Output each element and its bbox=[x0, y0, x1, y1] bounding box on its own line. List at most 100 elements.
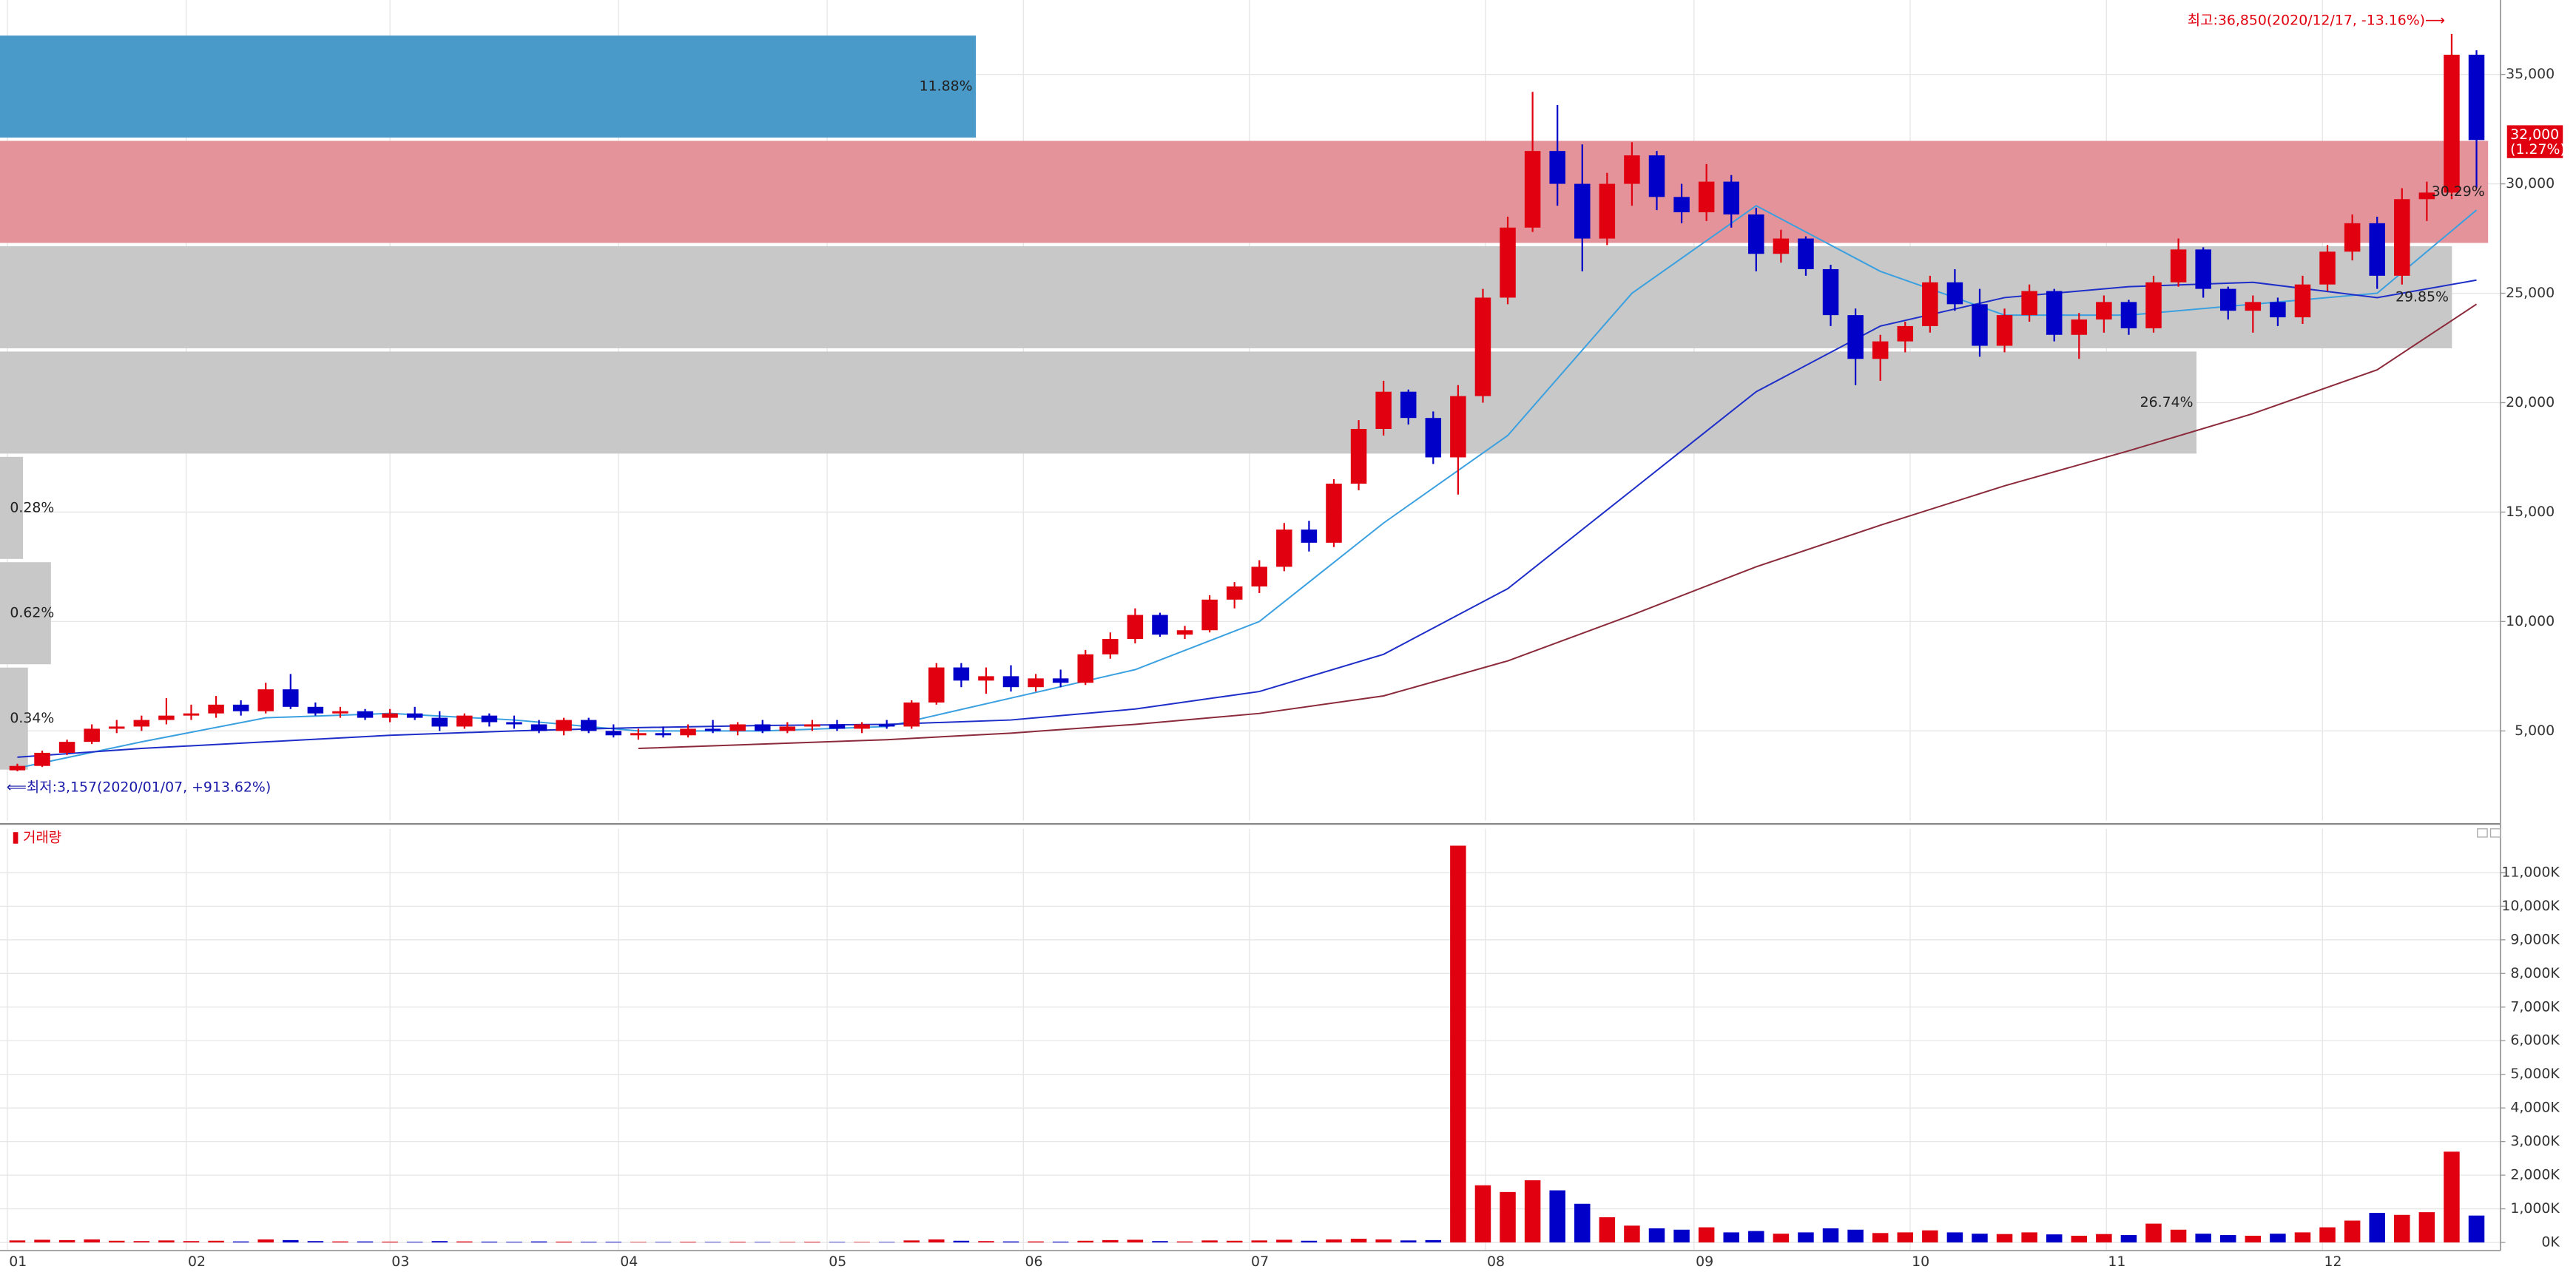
candle-body bbox=[109, 726, 125, 729]
low-annotation: ⟸최저:3,157(2020/01/07, +913.62%) bbox=[7, 779, 271, 796]
candle-body bbox=[1028, 678, 1044, 688]
candle-body bbox=[2046, 291, 2063, 335]
candle-body bbox=[978, 676, 994, 681]
candle-body bbox=[729, 724, 746, 731]
last-change: (1.27%) bbox=[2510, 141, 2566, 158]
candle-body bbox=[158, 715, 175, 720]
candle-body bbox=[704, 728, 721, 731]
candle-body bbox=[1946, 282, 1963, 305]
candle-body bbox=[754, 724, 771, 731]
volume-bar bbox=[953, 1240, 970, 1243]
candle-body bbox=[680, 728, 696, 736]
candle-body bbox=[1176, 630, 1193, 635]
volume-bar bbox=[1549, 1190, 1565, 1243]
profile-bar bbox=[0, 667, 28, 770]
volume-bar bbox=[2245, 1235, 2262, 1243]
last-price-box bbox=[2506, 125, 2563, 158]
labels: 01 02 03 04 05 06 07 08 09 10 11 12 5,000 10,000 15,00… bbox=[7, 13, 2566, 1271]
high-annotation: 최고:36,850(2020/12/17, -13.16%)⟶ bbox=[2188, 13, 2445, 29]
volume-bar bbox=[183, 1241, 200, 1243]
candle-body bbox=[2294, 284, 2311, 318]
volume-bar bbox=[283, 1239, 299, 1243]
candles bbox=[9, 33, 2485, 771]
candle-body bbox=[1425, 418, 1442, 458]
candle-body bbox=[1748, 214, 1764, 254]
volume-bar bbox=[1400, 1240, 1417, 1243]
candle-body bbox=[332, 711, 348, 714]
ma-line bbox=[17, 279, 2477, 758]
volume-bar bbox=[2071, 1235, 2088, 1243]
volume-bar bbox=[1127, 1239, 1144, 1243]
y-tick-label: 25,000 bbox=[2506, 285, 2555, 301]
y-tick-label: 5,000 bbox=[2515, 723, 2555, 739]
volume-bar bbox=[978, 1241, 994, 1243]
candle-body bbox=[283, 689, 299, 707]
candle-body bbox=[2418, 192, 2435, 200]
candle-body bbox=[133, 720, 150, 727]
volume-bar bbox=[2220, 1235, 2236, 1243]
volume-bar bbox=[9, 1240, 26, 1243]
volume-bar bbox=[1872, 1233, 1889, 1243]
volume-bar bbox=[2046, 1234, 2063, 1243]
candle-body bbox=[431, 717, 448, 727]
volume-bar bbox=[1276, 1239, 1292, 1243]
candle-body bbox=[829, 724, 846, 729]
y-tick-label: 5,000K bbox=[2510, 1066, 2560, 1082]
y-tick-label: 3,000K bbox=[2510, 1133, 2560, 1149]
x-tick-label: 11 bbox=[2108, 1254, 2125, 1270]
candle-body bbox=[2319, 251, 2336, 285]
candle-body bbox=[1872, 341, 1889, 359]
candle-body bbox=[2344, 223, 2361, 252]
volume-bar bbox=[1574, 1203, 1591, 1243]
profile-bar bbox=[0, 35, 977, 138]
volume-bar bbox=[1723, 1232, 1739, 1243]
y-tick-label: 30,000 bbox=[2506, 175, 2555, 192]
volume-bar bbox=[2096, 1234, 2112, 1243]
candle-body bbox=[953, 667, 970, 681]
y-tick-label: 11,000K bbox=[2501, 864, 2560, 880]
x-tick-label: 04 bbox=[620, 1254, 638, 1270]
profile-label: 30.29% bbox=[2432, 183, 2485, 200]
y-tick-label: 9,000K bbox=[2510, 931, 2560, 947]
volume-bar bbox=[928, 1239, 945, 1243]
volume-bar bbox=[58, 1239, 75, 1243]
candle-body bbox=[1127, 615, 1144, 640]
volume-bar bbox=[1599, 1217, 1616, 1243]
y-tick-label: 15,000 bbox=[2506, 504, 2555, 520]
last-price: 32,000 bbox=[2510, 126, 2559, 143]
candle-body bbox=[1773, 238, 1790, 254]
candle-body bbox=[878, 724, 895, 727]
candle-body bbox=[232, 704, 249, 711]
volume-bar bbox=[2468, 1215, 2485, 1243]
candle-body bbox=[1500, 227, 1516, 298]
candle-body bbox=[2270, 302, 2286, 318]
volume-bar bbox=[2021, 1232, 2037, 1243]
panel-icon[interactable] bbox=[2489, 828, 2501, 838]
candle-body bbox=[1474, 297, 1491, 396]
y-tick-label: 1,000K bbox=[2510, 1200, 2560, 1217]
panel-icon[interactable] bbox=[2477, 828, 2488, 838]
y-tick-label: 10,000K bbox=[2501, 898, 2560, 914]
candle-body bbox=[530, 724, 547, 731]
x-tick-label: 07 bbox=[1251, 1254, 1269, 1270]
candle-body bbox=[1822, 268, 1839, 316]
candle-body bbox=[2145, 282, 2162, 328]
candle-body bbox=[556, 720, 572, 731]
candle-body bbox=[2394, 199, 2410, 276]
volume-bar bbox=[1624, 1225, 1640, 1243]
volume-bar bbox=[2120, 1235, 2137, 1243]
volume-bar bbox=[2195, 1234, 2211, 1243]
volume-bar bbox=[1648, 1228, 1665, 1243]
candle-body bbox=[1276, 530, 1292, 567]
x-tick-label: 02 bbox=[188, 1254, 206, 1270]
volume-bar bbox=[2394, 1214, 2410, 1243]
volume-bar bbox=[34, 1239, 50, 1243]
volume-bar bbox=[109, 1240, 125, 1243]
candle-body bbox=[1723, 181, 1739, 214]
volume-bar bbox=[1748, 1231, 1764, 1243]
x-tick-label: 10 bbox=[1912, 1254, 1929, 1270]
candle-body bbox=[655, 733, 672, 736]
profile-label: 29.85% bbox=[2395, 288, 2449, 305]
candle-body bbox=[357, 711, 374, 718]
